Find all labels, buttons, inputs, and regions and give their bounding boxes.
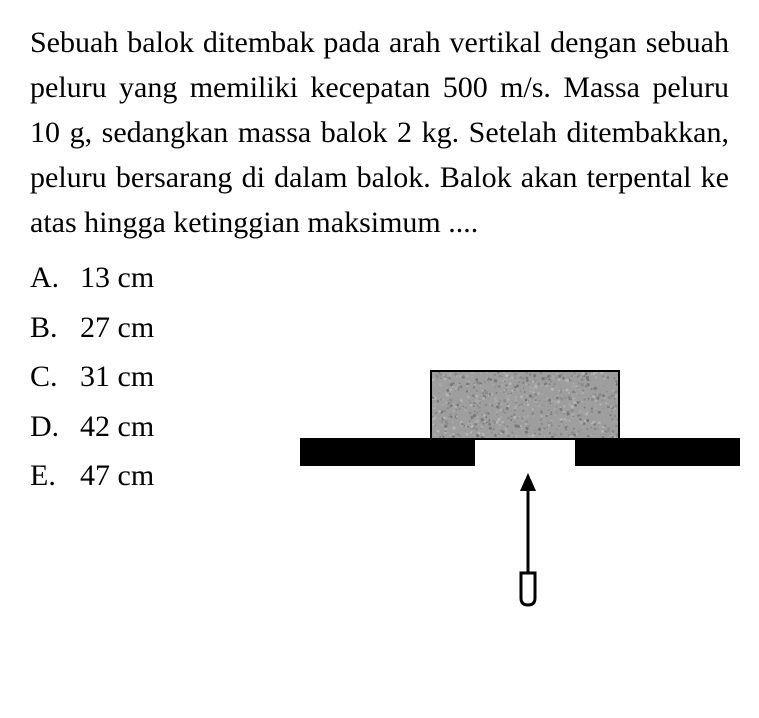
bullet-shape <box>521 573 535 605</box>
table-right-rect <box>575 438 740 466</box>
arrow-head <box>520 473 536 491</box>
table-surface-right <box>575 438 740 466</box>
option-value: 13 cm <box>80 253 154 303</box>
table-left-rect <box>300 438 475 466</box>
option-letter: A. <box>30 253 80 303</box>
question-text: Sebuah balok ditembak pada arah vertikal… <box>30 20 729 245</box>
table-surface-left <box>300 438 475 466</box>
option-value: 31 cm <box>80 352 154 402</box>
option-letter: C. <box>30 352 80 402</box>
option-letter: B. <box>30 303 80 353</box>
option-d: D. 42 cm <box>30 402 154 452</box>
option-letter: E. <box>30 451 80 501</box>
option-a: A. 13 cm <box>30 253 154 303</box>
option-value: 47 cm <box>80 451 154 501</box>
option-value: 42 cm <box>80 402 154 452</box>
block-shape <box>430 370 620 440</box>
option-value: 27 cm <box>80 303 154 353</box>
options-list: A. 13 cm B. 27 cm C. 31 cm D. 42 cm E. 4… <box>30 253 154 501</box>
table-left-svg <box>300 438 475 466</box>
block-texture <box>432 372 618 438</box>
option-e: E. 47 cm <box>30 451 154 501</box>
option-b: B. 27 cm <box>30 303 154 353</box>
physics-diagram <box>300 370 740 620</box>
option-letter: D. <box>30 402 80 452</box>
block-fill <box>432 372 618 438</box>
table-right-svg <box>575 438 740 466</box>
bullet-arrow <box>513 473 543 603</box>
option-c: C. 31 cm <box>30 352 154 402</box>
arrow-svg <box>513 473 543 608</box>
